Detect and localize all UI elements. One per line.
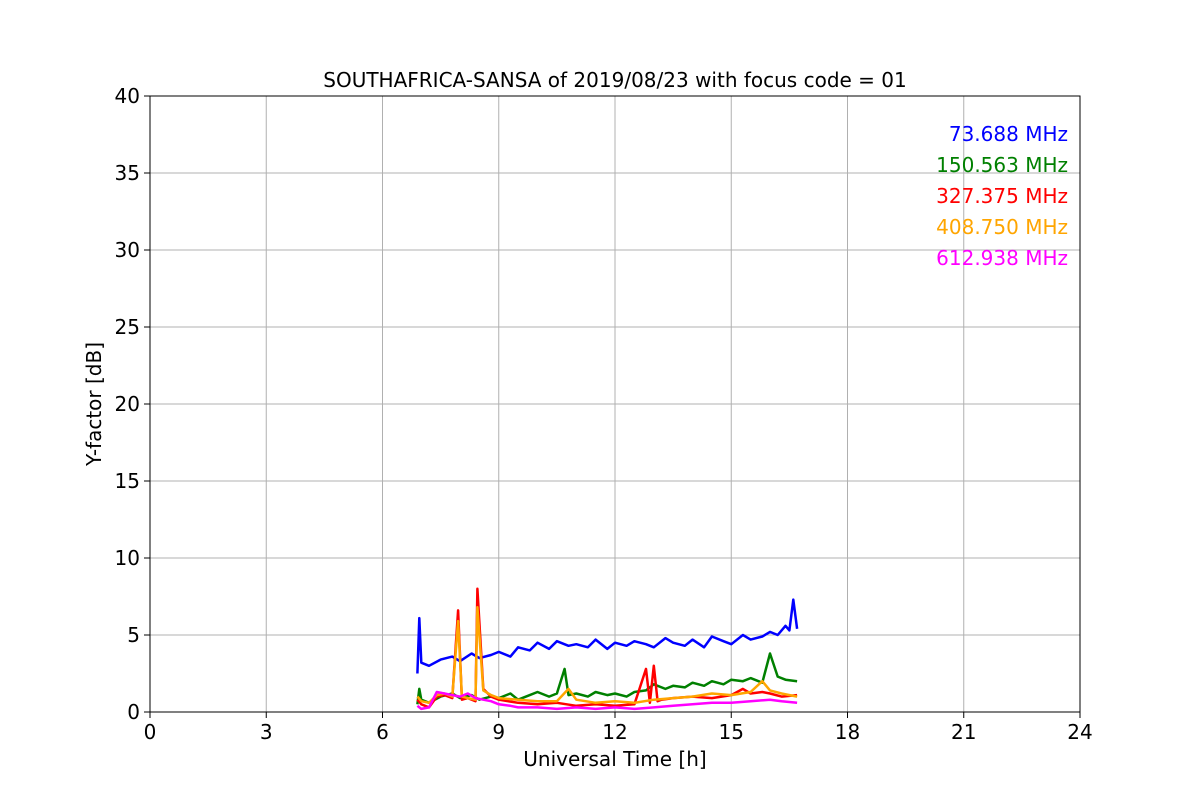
y-tick-label: 35: [115, 161, 140, 185]
x-tick-label: 18: [835, 720, 860, 744]
x-axis-ticks: 0 3 6 9 12 15 18 21 24: [144, 712, 1093, 744]
legend: 73.688 MHz 150.563 MHz 327.375 MHz 408.750 …: [936, 122, 1068, 270]
y-tick-label: 15: [115, 469, 140, 493]
y-tick-label: 30: [115, 238, 140, 262]
x-axis-label: Universal Time [h]: [523, 747, 706, 771]
x-tick-label: 0: [144, 720, 157, 744]
legend-entry-1: 73.688 MHz: [949, 122, 1068, 146]
x-tick-label: 3: [260, 720, 273, 744]
legend-entry-5: 612.938 MHz: [936, 246, 1068, 270]
x-tick-label: 15: [719, 720, 744, 744]
y-tick-label: 40: [115, 84, 140, 108]
x-tick-label: 21: [951, 720, 976, 744]
series-layer: [416, 587, 799, 711]
x-tick-label: 6: [376, 720, 389, 744]
y-tick-label: 10: [115, 546, 140, 570]
y-tick-label: 0: [127, 700, 140, 724]
legend-entry-3: 327.375 MHz: [936, 184, 1068, 208]
y-tick-label: 5: [127, 623, 140, 647]
y-tick-label: 20: [115, 392, 140, 416]
y-axis-label: Y-factor [dB]: [82, 342, 106, 467]
x-tick-label: 9: [492, 720, 505, 744]
legend-entry-2: 150.563 MHz: [936, 153, 1068, 177]
series-line-4: [416, 606, 798, 705]
y-axis-ticks: 0 5 10 15 20 25 30 35 40: [115, 84, 150, 724]
series-line-5: [416, 690, 798, 711]
x-tick-label: 24: [1067, 720, 1092, 744]
legend-entry-4: 408.750 MHz: [936, 215, 1068, 239]
y-tick-label: 25: [115, 315, 140, 339]
x-tick-label: 12: [602, 720, 627, 744]
series-line-1: [416, 598, 799, 674]
chart-title: SOUTHAFRICA-SANSA of 2019/08/23 with foc…: [323, 68, 907, 92]
